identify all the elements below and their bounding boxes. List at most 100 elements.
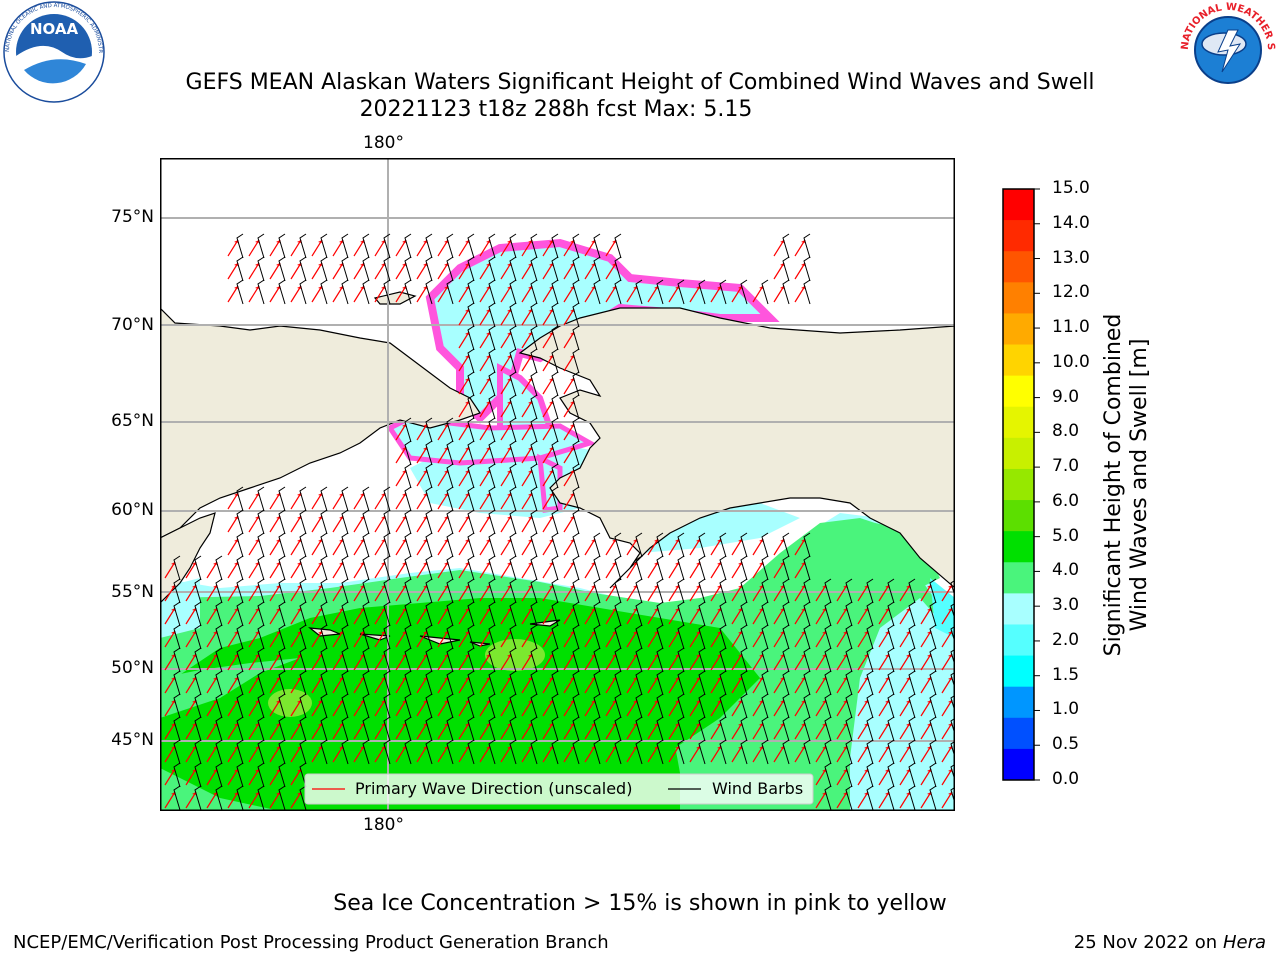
wave-direction-arrow: [878, 607, 890, 625]
wave-direction-arrow: [248, 538, 260, 556]
wind-barb: [719, 739, 727, 765]
colorbar-tick-label: 3.0: [1052, 595, 1080, 616]
wind-barb: [488, 463, 496, 489]
wave-direction-arrow: [794, 239, 806, 257]
wind-barb: [404, 256, 412, 282]
colorbar-cell: [1003, 220, 1034, 252]
wave-direction-arrow: [752, 745, 764, 763]
wind-barb: [446, 739, 454, 765]
wind-barb: [530, 578, 538, 604]
wind-barb: [299, 762, 307, 788]
wave-direction-arrow: [248, 607, 260, 625]
wind-barb: [803, 716, 811, 742]
wind-barb: [593, 670, 601, 696]
wind-barb: [425, 555, 433, 581]
wind-barb: [320, 739, 328, 765]
wind-barb: [341, 555, 349, 581]
wind-barb: [551, 463, 559, 489]
wave-direction-arrow: [479, 722, 491, 740]
wave-direction-arrow: [458, 607, 470, 625]
wind-barb: [320, 279, 328, 305]
wind-barb: [677, 693, 685, 719]
wind-barb: [236, 670, 244, 696]
wind-barb: [383, 233, 391, 259]
wave-direction-arrow: [458, 515, 470, 533]
wave-direction-arrow: [605, 538, 617, 556]
wind-barb: [572, 463, 580, 489]
wind-barb: [194, 578, 202, 604]
wave-direction-arrow: [500, 469, 512, 487]
wind-barb: [404, 624, 412, 650]
wave-direction-arrow: [332, 699, 344, 717]
wave-direction-arrow: [479, 469, 491, 487]
wind-barb: [467, 279, 475, 305]
wave-direction-arrow: [332, 538, 344, 556]
wave-direction-arrow: [668, 561, 680, 579]
wave-direction-arrow: [500, 262, 512, 280]
wave-direction-arrow: [626, 699, 638, 717]
wave-direction-arrow: [332, 561, 344, 579]
wind-barb: [236, 739, 244, 765]
wind-barb: [257, 578, 265, 604]
wave-direction-arrow: [605, 699, 617, 717]
wave-direction-arrow: [542, 308, 554, 326]
wind-barb: [929, 624, 937, 650]
wave-direction-arrow: [437, 538, 449, 556]
wave-direction-arrow: [290, 607, 302, 625]
wind-barb: [509, 693, 517, 719]
wave-direction-arrow: [710, 653, 722, 671]
wind-barb: [299, 279, 307, 305]
wind-barb: [404, 233, 412, 259]
wind-barb: [446, 233, 454, 259]
wave-direction-arrow: [290, 699, 302, 717]
wave-direction-arrow: [542, 584, 554, 602]
wind-barb: [446, 716, 454, 742]
wave-direction-arrow: [479, 354, 491, 372]
wind-barb: [635, 647, 643, 673]
wind-barb: [572, 233, 580, 259]
wind-barb: [845, 601, 853, 627]
wave-direction-arrow: [374, 676, 386, 694]
wind-barb: [530, 670, 538, 696]
wave-direction-arrow: [227, 653, 239, 671]
wave-direction-arrow: [500, 607, 512, 625]
wind-barb: [362, 647, 370, 673]
wave-direction-arrow: [185, 745, 197, 763]
wind-barb: [593, 555, 601, 581]
wind-barb: [824, 578, 832, 604]
colorbar-cell: [1003, 406, 1034, 439]
wave-direction-arrow: [500, 285, 512, 303]
wave-direction-arrow: [374, 630, 386, 648]
wind-barb: [467, 256, 475, 282]
wave-direction-arrow: [416, 515, 428, 533]
wave-direction-arrow: [227, 630, 239, 648]
wind-barb: [404, 463, 412, 489]
wind-barb: [404, 601, 412, 627]
wind-barb: [551, 371, 559, 397]
wave-direction-arrow: [857, 676, 869, 694]
wave-direction-arrow: [374, 285, 386, 303]
wind-barb: [929, 716, 937, 742]
wind-barb: [425, 693, 433, 719]
wave-direction-arrow: [563, 423, 575, 441]
wave-direction-arrow: [395, 630, 407, 648]
wave-direction-arrow: [563, 699, 575, 717]
wind-barb: [551, 601, 559, 627]
wind-barb: [572, 624, 580, 650]
wind-barb: [341, 256, 349, 282]
wave-direction-arrow: [500, 561, 512, 579]
wind-barb: [572, 394, 580, 420]
wind-barb: [320, 693, 328, 719]
wave-direction-arrow: [584, 699, 596, 717]
wind-barb: [488, 279, 496, 305]
wind-barb: [677, 647, 685, 673]
wind-barb: [866, 739, 874, 765]
wind-barb: [425, 233, 433, 259]
wave-direction-arrow: [269, 239, 281, 257]
wind-barb: [530, 555, 538, 581]
wave-direction-arrow: [542, 446, 554, 464]
wind-barb: [320, 509, 328, 535]
wind-barb: [362, 670, 370, 696]
wind-barb: [719, 601, 727, 627]
wave-direction-arrow: [290, 768, 302, 786]
